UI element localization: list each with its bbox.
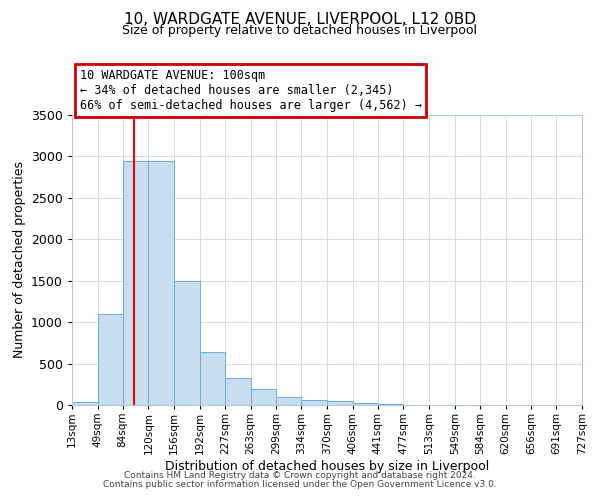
Text: 10, WARDGATE AVENUE, LIVERPOOL, L12 0BD: 10, WARDGATE AVENUE, LIVERPOOL, L12 0BD xyxy=(124,12,476,28)
Bar xyxy=(378,404,403,405)
Text: 10 WARDGATE AVENUE: 100sqm
← 34% of detached houses are smaller (2,345)
66% of s: 10 WARDGATE AVENUE: 100sqm ← 34% of deta… xyxy=(80,69,422,112)
Bar xyxy=(225,378,251,405)
Bar xyxy=(353,403,378,405)
Bar xyxy=(327,402,353,405)
X-axis label: Distribution of detached houses by size in Liverpool: Distribution of detached houses by size … xyxy=(165,460,489,472)
Text: Contains HM Land Registry data © Crown copyright and database right 2024.: Contains HM Land Registry data © Crown c… xyxy=(124,471,476,480)
Bar xyxy=(200,352,225,405)
Bar xyxy=(72,402,98,405)
Bar xyxy=(276,396,301,405)
Bar xyxy=(148,162,174,405)
Text: Size of property relative to detached houses in Liverpool: Size of property relative to detached ho… xyxy=(122,24,478,37)
Bar xyxy=(123,162,148,405)
Bar xyxy=(251,389,276,405)
Bar xyxy=(98,314,123,405)
Y-axis label: Number of detached properties: Number of detached properties xyxy=(13,162,26,358)
Bar xyxy=(174,280,200,405)
Bar xyxy=(301,400,327,405)
Text: Contains public sector information licensed under the Open Government Licence v3: Contains public sector information licen… xyxy=(103,480,497,489)
